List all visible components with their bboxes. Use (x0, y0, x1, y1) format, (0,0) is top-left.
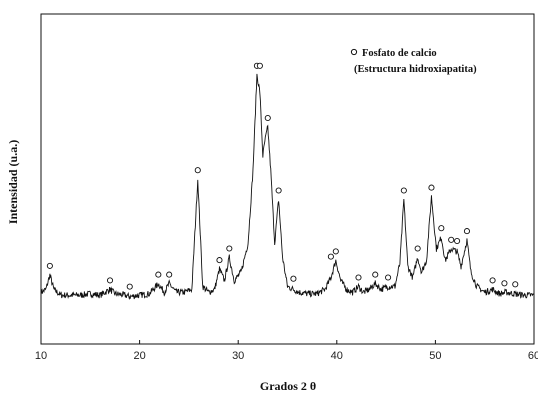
peak-marker-11 (275, 187, 282, 194)
peak-marker-6 (216, 257, 223, 264)
peak-marker-27 (512, 281, 519, 288)
peak-marker-4 (166, 271, 173, 278)
x-axis-ticks: 10 20 30 40 50 60 (35, 340, 538, 362)
peak-marker-5 (194, 167, 201, 174)
peak-marker-23 (454, 237, 461, 245)
peak-marker-3 (155, 271, 162, 278)
legend-marker-icon (350, 48, 358, 56)
y-axis-title: Intensidad (u.a.) (6, 140, 20, 224)
x-tick-label-60: 60 (528, 350, 538, 362)
peak-marker-25 (489, 277, 496, 284)
diffraction-pattern (40, 73, 535, 301)
plot-frame (40, 13, 535, 345)
series-line-hydroxyapatite (40, 73, 535, 301)
peak-marker-24 (463, 228, 471, 235)
peak-marker-13 (327, 253, 334, 260)
peak-marker-7 (226, 245, 233, 252)
peak-marker-17 (385, 274, 392, 281)
peak-marker-2 (126, 283, 133, 290)
peak-marker-22 (448, 236, 455, 243)
peak-marker-16 (372, 271, 379, 278)
x-axis-title: Grados 2 θ (260, 379, 316, 393)
x-tick-label-30: 30 (232, 350, 244, 362)
x-tick-label-40: 40 (331, 350, 343, 362)
x-tick-label-50: 50 (429, 350, 441, 362)
peak-marker-0 (46, 262, 53, 269)
peak-marker-21 (438, 225, 445, 232)
legend: Fosfato de calcio (Estructura hidroxiapa… (350, 48, 477, 75)
legend-line-1: Fosfato de calcio (362, 48, 437, 59)
peak-marker-1 (106, 277, 114, 284)
x-tick-label-20: 20 (133, 350, 145, 362)
peak-marker-15 (355, 274, 362, 281)
peak-marker-18 (400, 187, 407, 194)
x-tick-label-10: 10 (35, 350, 47, 362)
peak-marker-12 (290, 275, 297, 282)
peak-marker-9 (256, 62, 263, 69)
peak-marker-20 (428, 184, 435, 191)
legend-line-2: (Estructura hidroxiapatita) (354, 64, 477, 75)
peak-marker-10 (264, 114, 271, 122)
peak-marker-26 (501, 280, 508, 287)
peak-markers (46, 62, 519, 290)
peak-marker-14 (332, 248, 339, 255)
peak-marker-19 (414, 245, 421, 252)
